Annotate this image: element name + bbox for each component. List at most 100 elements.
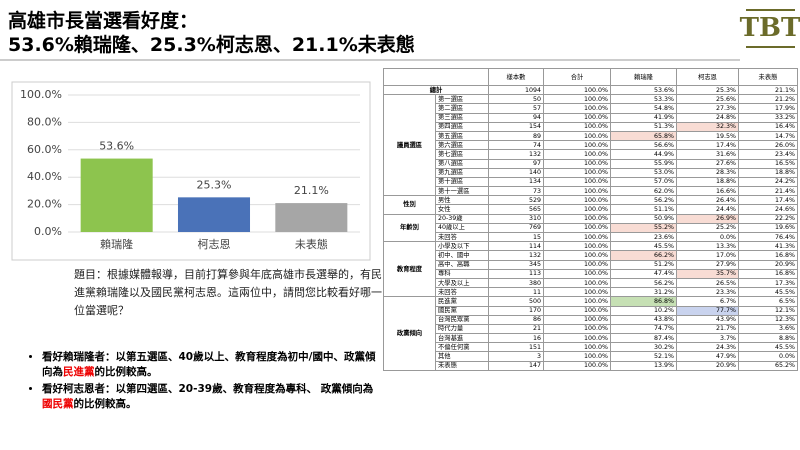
table-row: 教育程度 小學及以下 114 100.0% 45.5% 13.3% 41.3% (383, 241, 798, 298)
table-cell: 27.9% (676, 259, 739, 270)
table-cell: 41.9% (610, 112, 677, 123)
table-cell: 19.6% (738, 222, 798, 234)
row-label: 未表態 (435, 360, 489, 371)
table-cell: 17.4% (676, 140, 739, 151)
table-cell: 47.4% (610, 268, 677, 279)
bullet-text: 以第五選區、40歲以上、教育程度為初中/國中、政黨傾向為 (42, 351, 376, 378)
table-cell: 154 (488, 121, 544, 132)
table-cell: 54.8% (610, 103, 677, 114)
table-cell: 20.9% (676, 360, 739, 371)
table-cell: 12.1% (738, 305, 798, 316)
table-cell: 26.5% (676, 277, 739, 289)
table-row: 性別 男性 529 100.0% 56.2% 26.4% 17.4% (383, 195, 798, 215)
table-cell: 56.2% (610, 277, 677, 289)
row-label: 第十選區 (435, 176, 489, 188)
table-cell: 25.6% (676, 94, 739, 105)
chart-frame (11, 81, 371, 261)
row-label: 第五選區 (435, 130, 489, 142)
table-cell: 100.0% (543, 94, 611, 105)
table-cell: 26.9% (676, 213, 739, 224)
row-label: 第三選區 (435, 112, 489, 123)
x-tick-label: 賴瑞隆 (100, 237, 133, 251)
group-label: 議員選區 (383, 94, 436, 197)
table-cell: 6.7% (676, 296, 739, 307)
table-cell: 100.0% (543, 351, 611, 362)
table-row: 第九選區 140 100.0% 53.0% 28.3% 18.8% (384, 167, 798, 178)
table-row: 政黨傾向 民進黨 500 100.0% 86.8% 6.7% 6.5% (383, 296, 798, 371)
table-cell: 31.6% (676, 149, 739, 160)
table-cell: 500 (488, 296, 544, 307)
row-label: 未回答 (435, 287, 489, 298)
bullet-text: 以第四選區、20-39歲、教育程度為專科、 政黨傾向為 (115, 383, 374, 395)
bullet-party: 國民黨 (42, 398, 74, 410)
table-cell: 134 (488, 176, 544, 188)
table-row: 第八選區 97 100.0% 55.9% 27.6% 16.5% (384, 158, 798, 169)
table-row: 第三選區 94 100.0% 41.9% 24.8% 33.2% (384, 112, 798, 123)
table-cell: 100.0% (543, 176, 611, 188)
title: 高雄市長當選看好度： (8, 10, 199, 32)
y-tick-label: 100.0% (20, 88, 62, 101)
table-row: 第十一選區 73 100.0% 62.0% 16.6% 21.4% (384, 186, 798, 197)
table-cell: 28.3% (676, 167, 739, 178)
table-cell: 51.2% (610, 259, 677, 270)
table-row: 初中、國中 132 100.0% 66.2% 17.0% 16.8% (384, 250, 798, 261)
group-label: 教育程度 (383, 241, 436, 298)
group-label: 性別 (383, 195, 436, 215)
logo-text: TBT (740, 13, 800, 43)
y-tick-label: 20.0% (27, 198, 62, 211)
row-label: 40歲以上 (435, 222, 489, 234)
table-cell: 53.0% (610, 167, 677, 178)
table-cell: 16.4% (738, 121, 798, 132)
table-cell: 45.5% (738, 287, 798, 298)
table-cell: 50 (488, 94, 544, 105)
table-cell: 21 (488, 323, 544, 335)
table-cell: 170 (488, 305, 544, 316)
table-row: 未回答 15 100.0% 23.6% 0.0% 76.4% (384, 231, 798, 243)
table-row: 其他 3 100.0% 52.1% 47.9% 0.0% (384, 351, 798, 362)
table-cell: 100.0% (543, 296, 611, 307)
table-cell: 100.0% (543, 213, 611, 224)
table-cell: 345 (488, 259, 544, 270)
table-cell: 65.8% (610, 130, 677, 142)
table-row: 高中、高職 345 100.0% 51.2% 27.9% 20.9% (384, 259, 798, 270)
table-cell: 132 (488, 149, 544, 160)
table-cell: 8.8% (738, 333, 798, 344)
bullets: 看好賴瑞隆者：以第五選區、40歲以上、教育程度為初中/國中、政黨傾向為民進黨的比… (22, 350, 382, 414)
table-cell: 12.3% (738, 314, 798, 325)
table-cell: 565 (488, 204, 544, 215)
table-cell: 18.8% (738, 167, 798, 178)
table-cell: 62.0% (610, 186, 677, 197)
table-cell: 100.0% (543, 103, 611, 114)
table-cell: 16 (488, 333, 544, 344)
table-cell: 47.9% (676, 351, 739, 362)
header-cell: 合計 (543, 68, 611, 86)
y-tick-label: 40.0% (27, 170, 62, 183)
table-cell: 100.0% (543, 314, 611, 325)
table-cell: 27.6% (676, 158, 739, 169)
question: 題目：根據媒體報導，目前打算參與年底高雄市長選舉的，有民進黨賴瑞隆以及國民黨柯志… (74, 268, 382, 317)
table-cell: 25.2% (676, 222, 739, 234)
table-cell: 100.0% (543, 158, 611, 169)
table-cell: 0.0% (738, 351, 798, 362)
table-row: 不偏任何黨 151 100.0% 30.2% 24.3% 45.5% (384, 342, 798, 353)
row-label: 台灣基進 (435, 333, 489, 344)
table-cell: 17.3% (738, 277, 798, 289)
table-cell: 24.4% (676, 204, 739, 215)
table-row: 時代力量 21 100.0% 74.7% 21.7% 3.6% (384, 323, 798, 335)
table-cell: 18.8% (676, 176, 739, 188)
table-cell: 0.0% (676, 231, 739, 243)
bar-chart: 0.0% 20.0% 40.0% 60.0% 80.0% 100.0% 賴瑞隆 53.6% 柯志… (20, 88, 360, 251)
table-cell: 20.9% (738, 259, 798, 270)
row-label: 第六選區 (435, 140, 489, 151)
table-cell: 14.7% (738, 130, 798, 142)
table-cell: 3.6% (738, 323, 798, 335)
table-cell: 151 (488, 342, 544, 353)
y-tick-label: 80.0% (27, 115, 62, 128)
table-cell: 100.0% (543, 241, 611, 252)
table-cell: 100.0% (543, 360, 611, 371)
table-row: 樣本數 合計 賴瑞隆 柯志恩 未表態 (383, 68, 798, 86)
x-tick-label: 未表態 (295, 237, 328, 251)
table-cell: 23.4% (738, 149, 798, 160)
subtitle: 53.6%賴瑞隆、25.3%柯志恩、21.1%未表態 (8, 34, 415, 56)
